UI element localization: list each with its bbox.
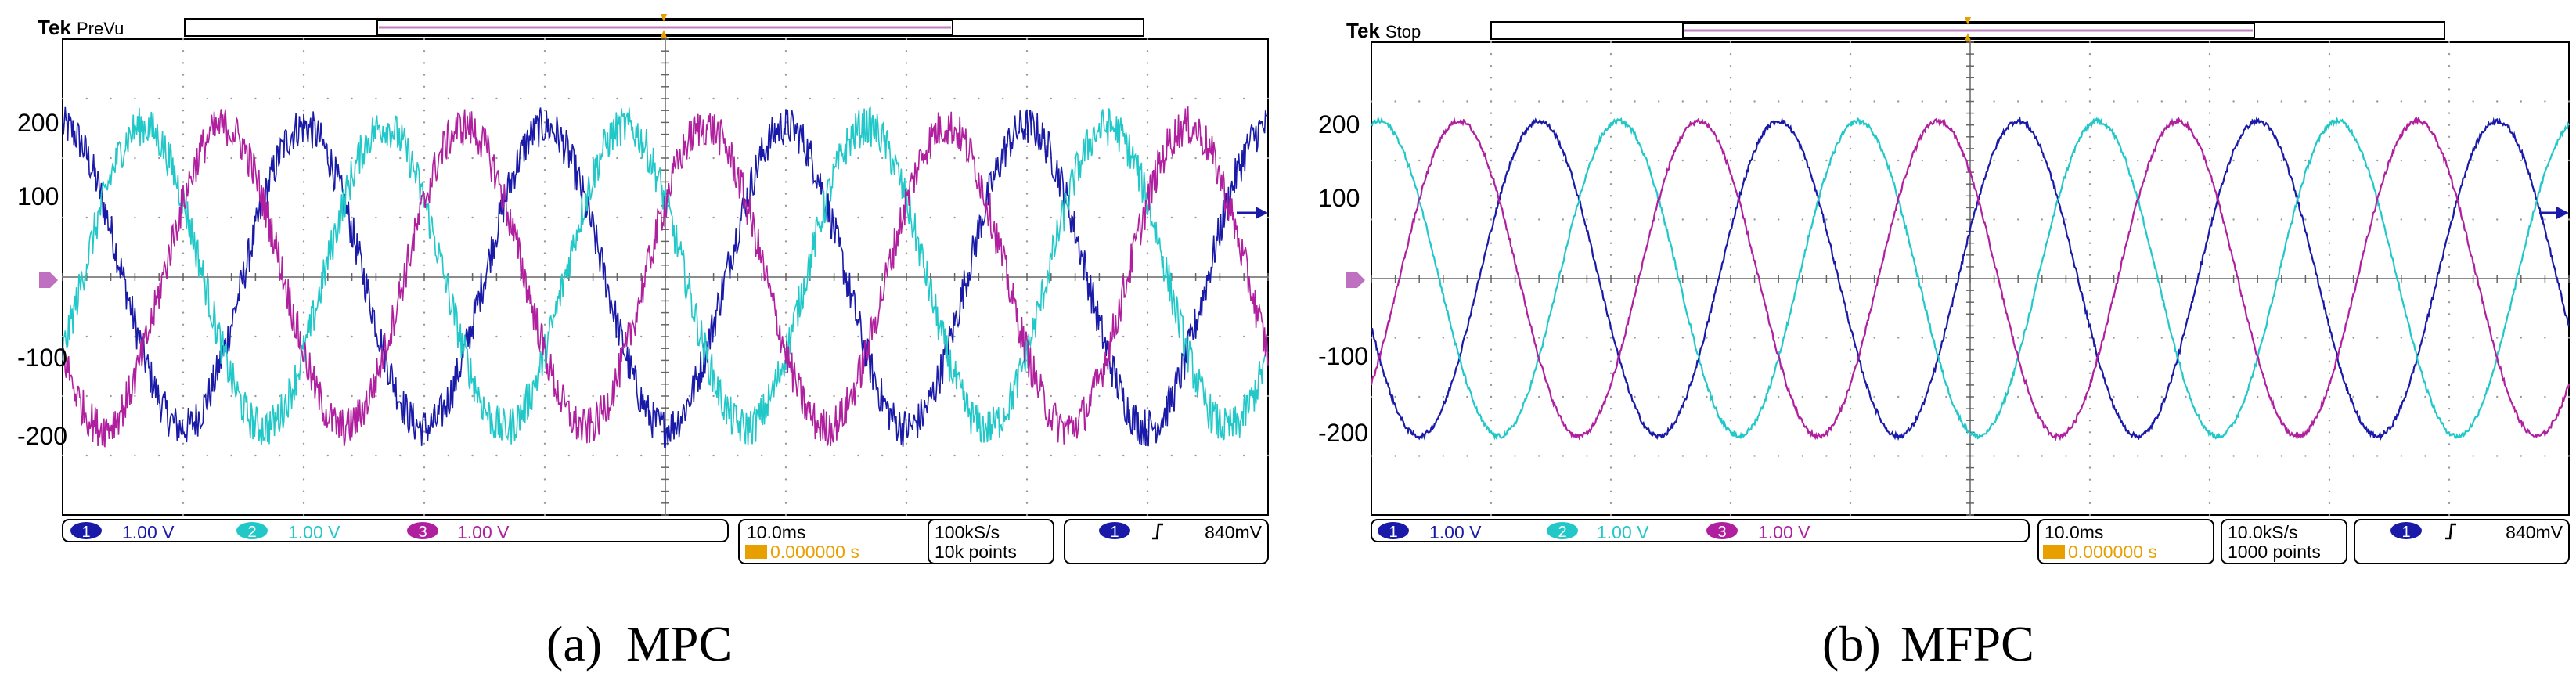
- y-tick-label: -100: [17, 344, 67, 372]
- channel-3-badge: [1706, 522, 1738, 539]
- svg-text:1: 1: [2401, 524, 2410, 541]
- channel-3-scale: 1.00 V: [457, 522, 510, 542]
- trigger-position-value: 0.000000 s: [770, 542, 859, 562]
- series-line-2: [1371, 115, 2570, 441]
- y-tick-label: -100: [1318, 342, 1368, 370]
- trigger-readout: 1 840mV: [1064, 519, 1269, 564]
- channel-1-badge: [70, 522, 102, 539]
- series-line-3: [1370, 116, 2571, 441]
- series-line-1: [1371, 116, 2571, 441]
- caption: (a) MPC: [546, 616, 732, 672]
- channel-2-badge: [236, 522, 268, 539]
- caption-name: MPC: [626, 616, 732, 672]
- y-axis-ticks: 200 100 -100 -200: [17, 109, 67, 450]
- acquisition-readout: 10.0kS/s 1000 points: [2221, 519, 2347, 564]
- svg-text:1: 1: [1389, 524, 1397, 541]
- channel-readout: 1 1.00 V 2 1.00 V 3 1.00 V: [1371, 519, 2030, 542]
- rising-edge-icon: [1152, 523, 1163, 540]
- caption-letter: (b): [1822, 616, 1881, 672]
- channel-2-scale: 1.00 V: [288, 522, 340, 542]
- channel-2-scale: 1.00 V: [1597, 522, 1649, 542]
- caption-letter: (a): [546, 616, 602, 672]
- y-tick-label: -200: [1318, 419, 1368, 447]
- svg-text:1: 1: [1110, 524, 1119, 541]
- channel-3-scale: 1.00 V: [1758, 522, 1810, 542]
- trigger-position-value: 0.000000 s: [2068, 542, 2157, 562]
- channel-3-badge: [407, 522, 438, 539]
- trigger-position-icon: [745, 545, 767, 559]
- status-label: PreVu: [77, 19, 124, 38]
- caption-name: MFPC: [1900, 616, 2034, 672]
- y-axis-ticks: 200 100 -100 -200: [1318, 110, 1368, 447]
- trigger-level-arrow-icon: [2556, 207, 2569, 219]
- brand-label: Tek: [38, 16, 71, 39]
- channel-2-badge: [1547, 522, 1578, 539]
- svg-text:3: 3: [418, 524, 427, 541]
- trigger-channel-badge: [1099, 522, 1130, 539]
- y-tick-label: 100: [17, 182, 59, 211]
- ch3-ground-marker-icon: [39, 272, 58, 288]
- rising-edge-icon: [2445, 523, 2456, 540]
- y-tick-label: 100: [1318, 184, 1360, 212]
- trigger-readout: 1 840mV: [2354, 519, 2570, 564]
- trigger-marker-icon: [661, 14, 667, 38]
- caption: (b) MFPC: [1822, 616, 2034, 672]
- svg-text:1: 1: [81, 524, 90, 541]
- channel-1-scale: 1.00 V: [1429, 522, 1482, 542]
- channel-1-scale: 1.00 V: [122, 522, 175, 542]
- sample-rate: 10.0kS/s: [2228, 522, 2298, 542]
- series-line-2: [62, 106, 1269, 445]
- plot-area: [39, 38, 1270, 517]
- trigger-marker-icon: [1965, 17, 1971, 41]
- svg-text:2: 2: [1558, 524, 1566, 541]
- timebase-readout: 10.0ms 0.000000 s: [738, 519, 945, 564]
- timebase-value: 10.0ms: [2045, 522, 2103, 542]
- trigger-level-arrow-icon: [1256, 207, 1268, 219]
- y-tick-label: -200: [17, 422, 67, 450]
- svg-text:2: 2: [247, 524, 256, 541]
- timebase-readout: 10.0ms 0.000000 s: [2037, 519, 2214, 564]
- trigger-level: 840mV: [2506, 522, 2563, 542]
- waveform-group: [62, 106, 1269, 449]
- svg-text:3: 3: [1717, 524, 1726, 541]
- series-line-3: [62, 106, 1269, 448]
- ch3-ground-marker-icon: [1346, 272, 1365, 288]
- panel-a: Tek PreVu 200 100 -100 -200 1 1.00 V: [17, 14, 1270, 672]
- y-tick-label: 200: [17, 109, 59, 137]
- trigger-position-icon: [2043, 545, 2065, 559]
- channel-readout: 1 1.00 V 2 1.00 V 3 1.00 V: [62, 519, 729, 542]
- plot-area: [1346, 41, 2571, 517]
- panel-b: Tek Stop 200 100 -100 -200 1 1.00 V: [1318, 17, 2571, 672]
- brand-label: Tek: [1346, 19, 1380, 42]
- sample-rate: 100kS/s: [935, 522, 1000, 542]
- trigger-channel-badge: [2390, 522, 2422, 539]
- status-label: Stop: [1385, 22, 1421, 41]
- channel-1-badge: [1378, 522, 1409, 539]
- y-tick-label: 200: [1318, 110, 1360, 139]
- acquisition-readout: 100kS/s 10k points: [928, 519, 1054, 564]
- waveform-group: [1370, 115, 2571, 441]
- timebase-value: 10.0ms: [747, 522, 805, 542]
- trigger-level: 840mV: [1205, 522, 1263, 542]
- record-length: 10k points: [935, 542, 1017, 562]
- record-overview-bar: [184, 14, 1144, 38]
- record-length: 1000 points: [2228, 542, 2321, 562]
- record-overview-bar: [1490, 17, 2445, 41]
